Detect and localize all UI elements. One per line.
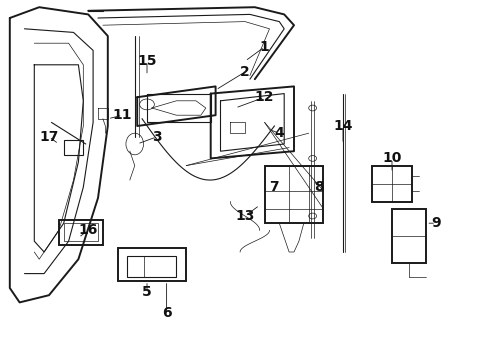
Text: 1: 1 <box>260 40 270 54</box>
Text: 2: 2 <box>240 65 250 79</box>
Text: 9: 9 <box>431 216 441 230</box>
Text: 16: 16 <box>78 224 98 237</box>
Text: 14: 14 <box>333 119 353 133</box>
Text: 12: 12 <box>255 90 274 104</box>
Text: 5: 5 <box>142 285 152 298</box>
Text: 7: 7 <box>270 180 279 194</box>
Text: 8: 8 <box>314 180 323 194</box>
Text: 6: 6 <box>162 306 172 320</box>
Text: 4: 4 <box>274 126 284 140</box>
Text: 17: 17 <box>39 130 59 144</box>
Text: 10: 10 <box>382 152 402 165</box>
Text: 11: 11 <box>113 108 132 122</box>
Text: 3: 3 <box>152 130 162 144</box>
Text: 13: 13 <box>235 209 255 223</box>
Text: 15: 15 <box>137 54 157 68</box>
